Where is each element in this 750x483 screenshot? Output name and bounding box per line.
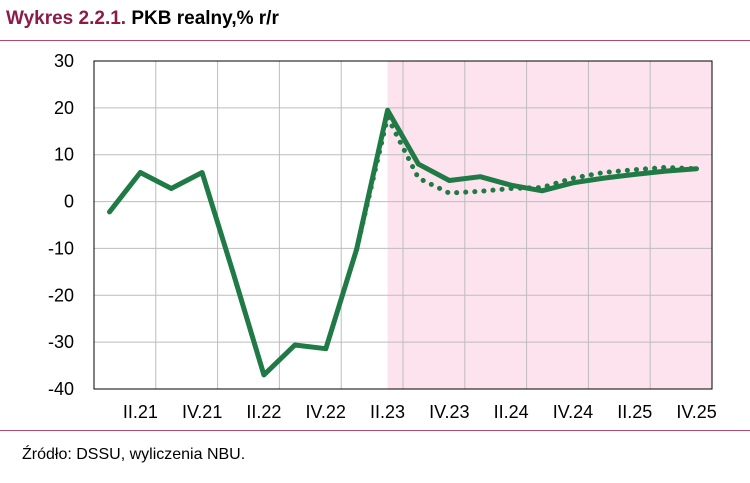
figure-title: PKB realny,% r/r bbox=[131, 8, 279, 29]
forecast-band bbox=[387, 61, 712, 389]
source-note: Źródło: DSSU, wyliczenia NBU. bbox=[22, 446, 246, 463]
y-tick-label: -20 bbox=[48, 285, 74, 305]
figure-number: Wykres 2.2.1. bbox=[6, 8, 127, 29]
x-tick-label: II.24 bbox=[494, 402, 529, 422]
x-tick-label: II.25 bbox=[617, 402, 652, 422]
y-tick-label: -10 bbox=[48, 238, 74, 258]
x-tick-label: IV.22 bbox=[306, 402, 346, 422]
forecast-dotted-line bbox=[354, 114, 699, 252]
x-tick-label: IV.24 bbox=[553, 402, 593, 422]
y-tick-label: -30 bbox=[48, 332, 74, 352]
x-tick-label: IV.21 bbox=[182, 402, 222, 422]
plot-frame bbox=[93, 60, 713, 390]
y-tick-label: -40 bbox=[48, 379, 74, 399]
y-tick-label: 20 bbox=[54, 98, 74, 118]
y-tick-label: 0 bbox=[64, 192, 74, 212]
y-tick-label: 30 bbox=[54, 51, 74, 71]
y-tick-labels: 30 20 10 0 -10 -20 -30 -40 bbox=[48, 51, 74, 399]
x-tick-label: IV.25 bbox=[676, 402, 716, 422]
x-tick-labels: II.21 IV.21 II.22 IV.22 II.23 IV.23 II.24 IV.24… bbox=[123, 402, 717, 422]
bottom-rule bbox=[0, 430, 750, 431]
x-tick-label: II.22 bbox=[246, 402, 281, 422]
top-rule bbox=[0, 40, 750, 41]
x-tick-label: II.23 bbox=[370, 402, 405, 422]
gdp-solid-line bbox=[107, 107, 699, 378]
series-layer bbox=[107, 107, 699, 378]
chart-title: Wykres 2.2.1. PKB realny,% r/r bbox=[6, 8, 279, 30]
forecast-band-layer bbox=[387, 61, 712, 389]
y-tick-label: 10 bbox=[54, 145, 74, 165]
x-tick-label: IV.23 bbox=[429, 402, 469, 422]
x-tick-label: II.21 bbox=[123, 402, 158, 422]
